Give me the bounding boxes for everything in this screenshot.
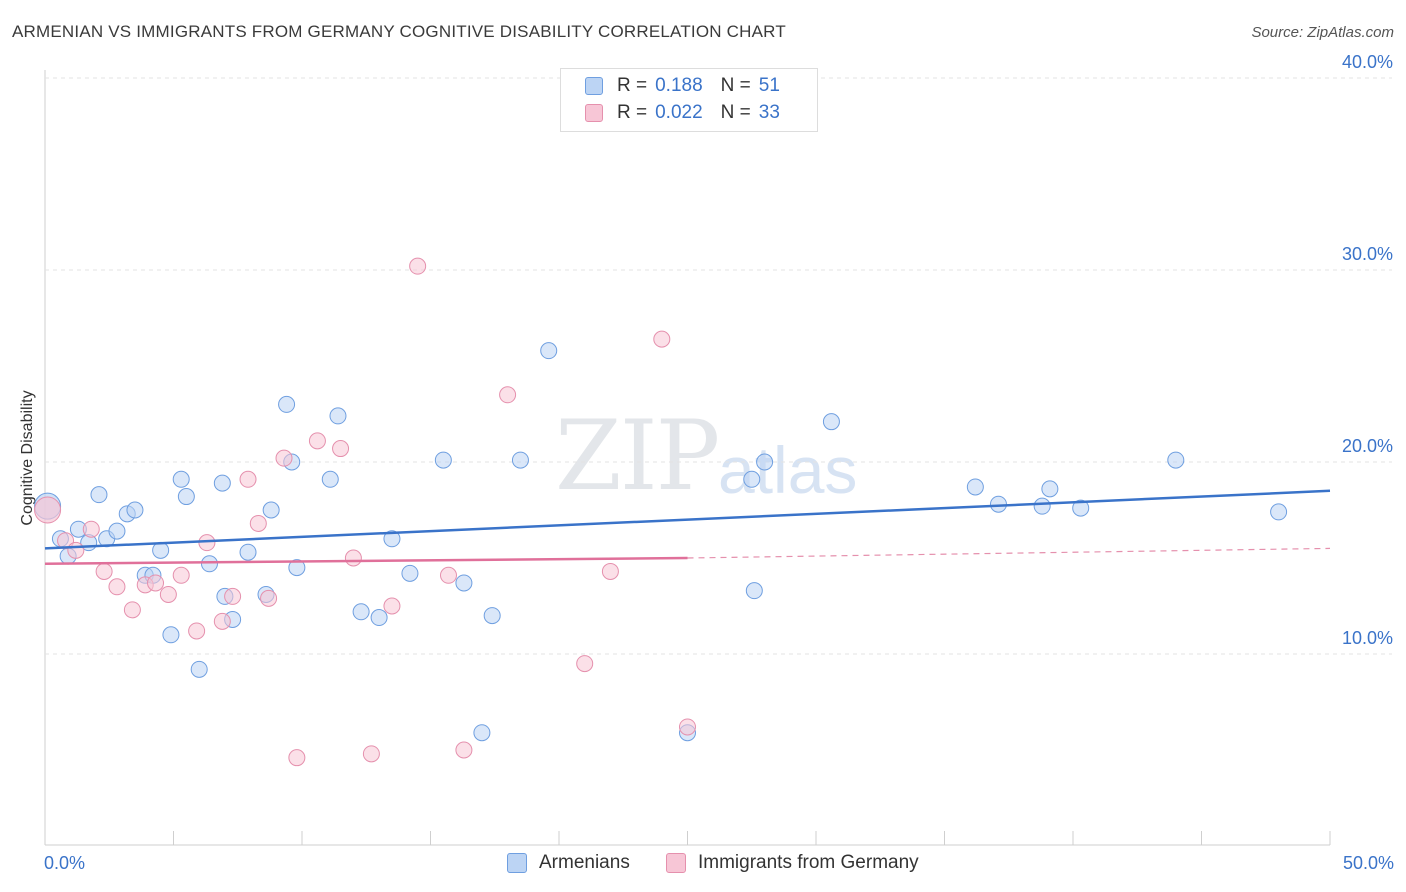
- armenian-point: [966, 478, 984, 496]
- germany-point: [332, 440, 350, 458]
- armenian-point: [401, 564, 419, 582]
- germany-point: [344, 549, 362, 567]
- armenian-point: [745, 582, 763, 600]
- armenian-point: [383, 530, 401, 548]
- germany-point: [439, 566, 457, 584]
- armenian-point: [822, 413, 840, 431]
- armenian-trend-line: [44, 489, 1331, 550]
- armenian-point: [483, 607, 501, 625]
- legend-row-germany: R = 0.022 N = 33: [585, 101, 798, 125]
- armenian-point: [152, 541, 170, 559]
- armenian-point: [262, 501, 280, 519]
- series-legend-armenians: Armenians: [507, 852, 630, 874]
- germany-trend-extension: [687, 547, 1331, 559]
- legend-swatch-armenians: [585, 77, 603, 95]
- armenian-point: [190, 660, 208, 678]
- germany-trend-line: [44, 556, 688, 566]
- germany-point: [499, 386, 517, 404]
- germany-point: [188, 622, 206, 640]
- germany-point: [308, 432, 326, 450]
- x-tick-label: 50.0%: [1343, 853, 1394, 873]
- legend-n-value: 51: [758, 75, 780, 96]
- germany-point: [213, 612, 231, 630]
- chart-source: Source: ZipAtlas.com: [1251, 24, 1394, 41]
- germany-point: [249, 514, 267, 532]
- germany-point: [576, 655, 594, 673]
- germany-point: [224, 587, 242, 605]
- armenian-point: [1041, 480, 1059, 498]
- armenian-point: [1270, 503, 1288, 521]
- armenian-point: [90, 486, 108, 504]
- germany-point: [601, 562, 619, 580]
- germany-point: [383, 597, 401, 615]
- germany-point: [362, 745, 380, 763]
- legend-r-value: 0.188: [655, 75, 703, 96]
- watermark-zip: ZIP: [555, 400, 720, 512]
- germany-point: [34, 496, 62, 524]
- series-label-germany: Immigrants from Germany: [698, 852, 919, 873]
- x-tick-label: 0.0%: [44, 853, 85, 873]
- stats-legend: R = 0.188 N = 51 R = 0.022 N = 33: [560, 68, 818, 132]
- germany-point: [147, 574, 165, 592]
- armenian-point: [743, 470, 761, 488]
- legend-swatch-germany: [585, 104, 603, 122]
- armenian-point: [321, 470, 339, 488]
- armenian-point: [162, 626, 180, 644]
- armenian-point: [756, 453, 774, 471]
- germany-point: [95, 562, 113, 580]
- armenian-point: [213, 474, 231, 492]
- series-label-armenians: Armenians: [539, 852, 630, 873]
- watermark-atlas: atlas: [718, 433, 858, 507]
- armenian-point: [473, 724, 491, 742]
- series-swatch-armenians: [507, 853, 527, 873]
- legend-n-label: N =: [720, 75, 751, 96]
- armenian-point: [239, 543, 257, 561]
- germany-point: [172, 566, 190, 584]
- armenian-point: [455, 574, 473, 592]
- y-tick-label: 10.0%: [1342, 628, 1393, 648]
- armenian-point: [177, 488, 195, 506]
- armenian-point: [1072, 499, 1090, 517]
- y-tick-label: 40.0%: [1342, 52, 1393, 72]
- y-tick-label: 30.0%: [1342, 244, 1393, 264]
- germany-point: [67, 541, 85, 559]
- legend-n-label: N =: [720, 102, 751, 123]
- armenian-point: [329, 407, 347, 425]
- armenian-point: [434, 451, 452, 469]
- armenian-point: [172, 470, 190, 488]
- armenian-point: [200, 555, 218, 573]
- armenian-point: [370, 609, 388, 627]
- germany-point: [288, 749, 306, 767]
- armenian-point: [352, 603, 370, 621]
- germany-point: [275, 449, 293, 467]
- series-swatch-germany: [666, 853, 686, 873]
- germany-point: [82, 520, 100, 538]
- armenian-point: [108, 522, 126, 540]
- legend-r-value: 0.022: [655, 102, 703, 123]
- germany-point: [679, 718, 696, 736]
- germany-point: [123, 601, 141, 619]
- legend-r-label: R =: [617, 102, 648, 123]
- germany-point: [159, 585, 177, 603]
- armenian-point: [540, 342, 558, 360]
- germany-point: [239, 470, 257, 488]
- chart-title: ARMENIAN VS IMMIGRANTS FROM GERMANY COGN…: [12, 22, 786, 41]
- armenian-point: [511, 451, 529, 469]
- armenian-point: [288, 559, 306, 577]
- legend-n-value: 33: [758, 102, 780, 123]
- series-legend-germany: Immigrants from Germany: [666, 852, 919, 874]
- germany-point: [260, 589, 278, 607]
- y-tick-label: 20.0%: [1342, 436, 1393, 456]
- legend-row-armenians: R = 0.188 N = 51: [585, 74, 798, 98]
- germany-point: [409, 257, 427, 275]
- armenian-point: [126, 501, 144, 519]
- armenian-point: [278, 395, 296, 413]
- armenian-point: [1033, 497, 1051, 515]
- armenian-point: [1167, 451, 1185, 469]
- germany-point: [455, 741, 473, 759]
- germany-point: [108, 578, 126, 596]
- legend-r-label: R =: [617, 75, 648, 96]
- germany-point: [653, 330, 671, 348]
